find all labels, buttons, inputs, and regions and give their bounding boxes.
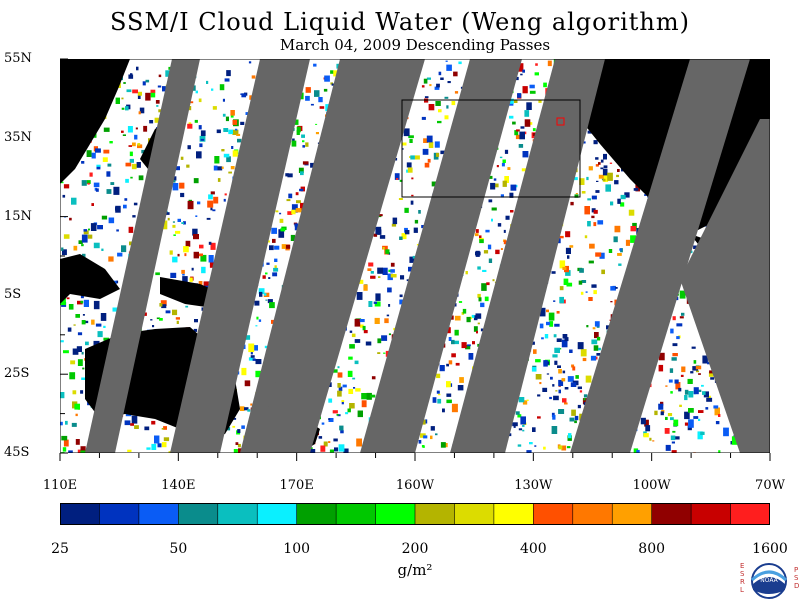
colorbar-swatch [376,503,416,525]
colorbar-swatch [257,503,297,525]
colorbar-swatch [218,503,258,525]
colorbar-swatch [652,503,692,525]
colorbar-label: 50 [169,541,187,557]
colorbar-swatch [297,503,337,525]
colorbar-swatch [494,503,534,525]
colorbar [60,503,770,525]
colorbar-swatch [533,503,573,525]
colorbar-label: 200 [402,541,429,557]
noaa-logo: NOAA [738,560,800,600]
colorbar-swatch [99,503,139,525]
colorbar-units: g/m² [0,561,800,579]
colorbar-label: 25 [51,541,69,557]
colorbar-label: 800 [638,541,665,557]
colorbar-swatch [139,503,179,525]
colorbar-swatch [573,503,613,525]
colorbar-swatch [415,503,455,525]
noaa-logo-text: NOAA [760,577,778,584]
colorbar-swatch [60,503,100,525]
colorbar-swatch [691,503,731,525]
colorbar-label: 1600 [752,541,788,557]
colorbar-label: 400 [520,541,547,557]
colorbar-swatch [731,503,770,525]
colorbar-label: 100 [283,541,310,557]
colorbar-swatch [336,503,376,525]
colorbar-swatch [178,503,218,525]
colorbar-swatch [454,503,494,525]
colorbar-swatch [612,503,652,525]
